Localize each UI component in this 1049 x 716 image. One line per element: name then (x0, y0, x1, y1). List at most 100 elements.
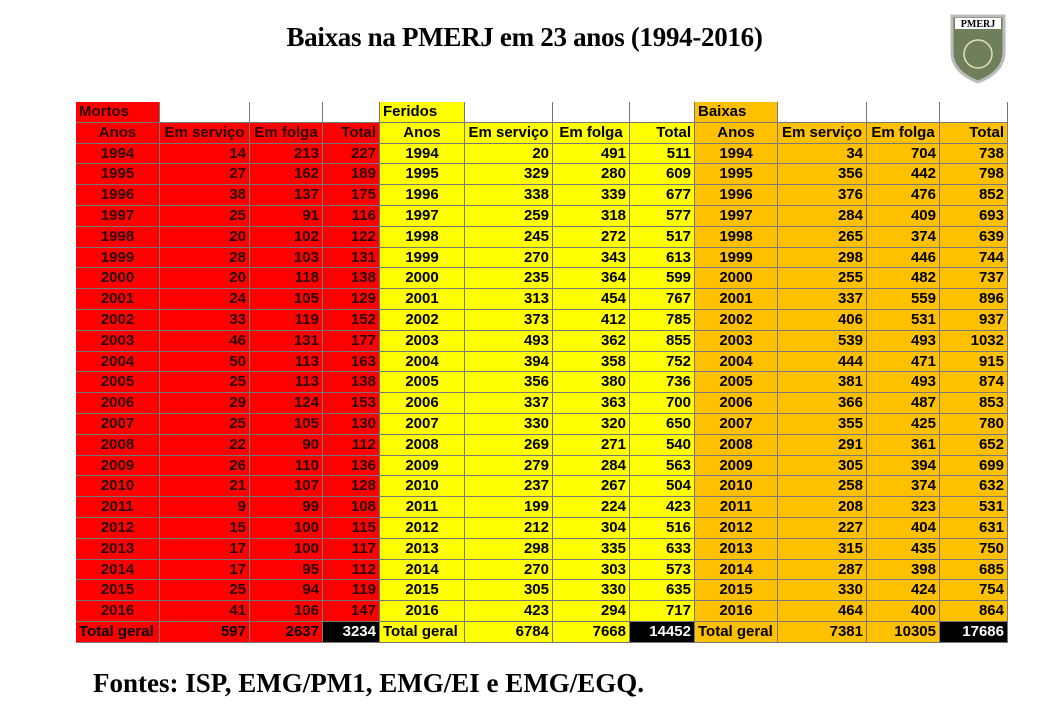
value-cell: 650 (630, 414, 695, 435)
value-cell: 491 (553, 143, 630, 165)
value-cell: 90 (250, 434, 323, 456)
value-cell: 471 (867, 351, 940, 373)
value-cell: 517 (630, 226, 695, 248)
value-cell: 442 (867, 164, 940, 186)
total-value: 6784 (465, 622, 553, 643)
year-cell: 2002 (76, 310, 160, 331)
value-cell: 291 (778, 434, 867, 456)
year-cell: 2000 (695, 268, 778, 290)
value-cell: 124 (250, 393, 323, 414)
year-cell: 2015 (76, 580, 160, 602)
year-cell: 2005 (695, 372, 778, 394)
value-cell: 476 (867, 185, 940, 206)
value-cell: 1032 (940, 330, 1008, 352)
year-cell: 2014 (695, 559, 778, 581)
total-value: 17686 (940, 622, 1008, 643)
value-cell: 373 (465, 310, 553, 331)
value-cell: 91 (250, 206, 323, 227)
year-cell: 2001 (695, 289, 778, 310)
value-cell: 639 (940, 226, 1008, 248)
value-cell: 563 (630, 455, 695, 477)
value-cell: 131 (323, 247, 380, 269)
value-cell: 852 (940, 185, 1008, 206)
value-cell: 361 (867, 434, 940, 456)
value-cell: 99 (250, 497, 323, 518)
value-cell: 106 (250, 601, 323, 622)
value-cell: 227 (778, 518, 867, 539)
value-cell: 318 (553, 206, 630, 227)
column-header: Em folga (867, 122, 940, 144)
year-cell: 2015 (695, 580, 778, 602)
value-cell: 487 (867, 393, 940, 414)
value-cell: 113 (250, 372, 323, 394)
value-cell: 270 (465, 247, 553, 269)
year-cell: 2013 (380, 538, 465, 560)
empty-cell (940, 102, 1008, 123)
year-cell: 2016 (380, 601, 465, 622)
year-cell: 1996 (76, 185, 160, 206)
value-cell: 46 (160, 330, 250, 352)
section-label: Baixas (695, 102, 778, 123)
value-cell: 102 (250, 226, 323, 248)
total-value: 7381 (778, 622, 867, 643)
value-cell: 356 (465, 372, 553, 394)
value-cell: 754 (940, 580, 1008, 602)
value-cell: 424 (867, 580, 940, 602)
value-cell: 394 (867, 455, 940, 477)
footer: Fontes: ISP, EMG/PM1, EMG/EI e EMG/EGQ. (93, 668, 644, 698)
value-cell: 152 (323, 310, 380, 331)
value-cell: 131 (250, 330, 323, 352)
column-header: Em serviço (465, 122, 553, 144)
value-cell: 112 (323, 434, 380, 456)
column-header: Anos (76, 122, 160, 144)
year-cell: 2012 (380, 518, 465, 539)
year-cell: 2011 (76, 497, 160, 518)
value-cell: 737 (940, 268, 1008, 290)
value-cell: 559 (867, 289, 940, 310)
value-cell: 272 (553, 226, 630, 248)
value-cell: 412 (553, 310, 630, 331)
year-cell: 2010 (76, 476, 160, 498)
value-cell: 33 (160, 310, 250, 331)
year-cell: 1998 (695, 226, 778, 248)
column-header: Total (940, 122, 1008, 144)
value-cell: 298 (465, 538, 553, 560)
value-cell: 15 (160, 518, 250, 539)
value-cell: 271 (553, 434, 630, 456)
value-cell: 224 (553, 497, 630, 518)
year-cell: 2016 (76, 601, 160, 622)
year-cell: 2003 (76, 330, 160, 352)
value-cell: 105 (250, 414, 323, 435)
value-cell: 320 (553, 414, 630, 435)
value-cell: 284 (553, 455, 630, 477)
total-label: Total geral (695, 622, 778, 643)
year-cell: 2005 (380, 372, 465, 394)
value-cell: 245 (465, 226, 553, 248)
value-cell: 516 (630, 518, 695, 539)
value-cell: 750 (940, 538, 1008, 560)
value-cell: 95 (250, 559, 323, 581)
value-cell: 540 (630, 434, 695, 456)
value-cell: 199 (465, 497, 553, 518)
year-cell: 1997 (380, 206, 465, 227)
value-cell: 41 (160, 601, 250, 622)
value-cell: 116 (323, 206, 380, 227)
value-cell: 337 (778, 289, 867, 310)
total-value: 10305 (867, 622, 940, 643)
empty-cell (465, 102, 553, 123)
year-cell: 2004 (76, 351, 160, 373)
column-header: Total (630, 122, 695, 144)
value-cell: 874 (940, 372, 1008, 394)
value-cell: 599 (630, 268, 695, 290)
value-cell: 330 (465, 414, 553, 435)
value-cell: 175 (323, 185, 380, 206)
value-cell: 20 (160, 268, 250, 290)
value-cell: 632 (940, 476, 1008, 498)
year-cell: 1996 (695, 185, 778, 206)
empty-cell (630, 102, 695, 123)
year-cell: 2013 (695, 538, 778, 560)
year-cell: 1999 (76, 247, 160, 269)
value-cell: 25 (160, 414, 250, 435)
year-cell: 2009 (380, 455, 465, 477)
